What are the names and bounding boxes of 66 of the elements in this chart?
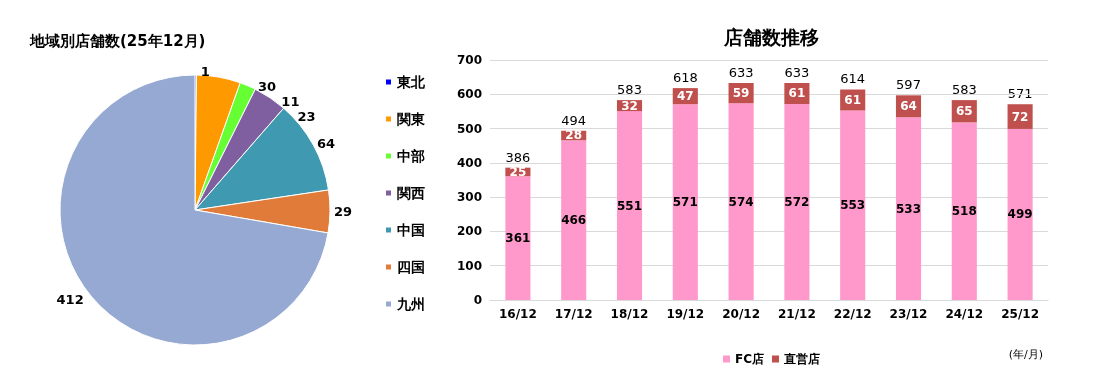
total-label: 494 xyxy=(561,112,587,128)
x-tick-label: 22/12 xyxy=(833,307,872,321)
y-tick-label: 500 xyxy=(456,121,482,136)
data-label: 61 xyxy=(788,86,806,101)
data-label: 30 xyxy=(258,78,277,94)
data-label: 553 xyxy=(840,198,866,213)
chart-title: 地域別店舗数(25年12月) xyxy=(29,31,206,50)
data-label: 499 xyxy=(1007,207,1033,222)
data-label: 551 xyxy=(616,198,643,213)
data-label: 47 xyxy=(676,89,694,104)
data-label: 361 xyxy=(505,231,531,246)
data-label: 574 xyxy=(728,194,754,209)
y-tick-label: 0 xyxy=(473,293,482,307)
chart-title: 店舗数推移 xyxy=(723,25,819,48)
legend-label: 関東 xyxy=(397,111,426,127)
data-label: 61 xyxy=(844,92,862,107)
total-label: 633 xyxy=(784,64,810,80)
data-label: 1 xyxy=(200,63,210,79)
data-label: 72 xyxy=(1011,109,1029,124)
data-label: 64 xyxy=(316,135,336,151)
total-label: 618 xyxy=(672,70,698,86)
total-label: 597 xyxy=(896,77,921,93)
x-tick-label: 17/12 xyxy=(554,307,593,321)
text: (年/月) xyxy=(1008,348,1044,361)
total-label: 386 xyxy=(505,149,531,165)
legend-label: 関西 xyxy=(397,185,425,201)
y-tick-label: 600 xyxy=(456,87,482,102)
data-label: 412 xyxy=(56,292,84,308)
total-label: 633 xyxy=(728,64,754,80)
legend-label: 中国 xyxy=(397,222,425,238)
legend-label: 四国 xyxy=(397,259,425,275)
data-label: 518 xyxy=(951,204,977,219)
x-tick-label: 21/12 xyxy=(778,307,816,321)
total-label: 583 xyxy=(617,82,642,98)
legend-label: 直営店 xyxy=(783,352,820,366)
x-tick-label: 23/12 xyxy=(889,307,928,321)
total-label: 583 xyxy=(951,82,977,98)
data-label: 11 xyxy=(281,93,300,109)
y-tick-label: 300 xyxy=(456,190,482,205)
x-tick-label: 20/12 xyxy=(722,307,760,321)
legend-label: 九州 xyxy=(396,296,425,312)
data-label: 65 xyxy=(955,104,973,119)
data-label: 466 xyxy=(561,213,587,228)
x-tick-label: 25/12 xyxy=(1001,307,1039,321)
legend-label: FC店 xyxy=(735,352,765,366)
y-tick-label: 700 xyxy=(456,53,482,67)
data-label: 59 xyxy=(732,86,750,101)
y-tick-label: 100 xyxy=(456,258,482,273)
data-label: 32 xyxy=(621,98,638,113)
data-label: 29 xyxy=(333,204,353,220)
x-tick-label: 18/12 xyxy=(610,307,649,321)
x-tick-label: 16/12 xyxy=(499,307,537,321)
legend-label: 中部 xyxy=(397,148,425,164)
data-label: 533 xyxy=(895,201,922,216)
data-label: 64 xyxy=(900,99,917,114)
data-label: 571 xyxy=(672,195,698,210)
x-tick-label: 24/12 xyxy=(945,307,984,321)
data-label: 572 xyxy=(784,194,810,209)
data-label: 23 xyxy=(297,108,316,124)
data-label: 25 xyxy=(509,164,527,179)
x-tick-label: 19/12 xyxy=(666,307,705,321)
y-tick-label: 200 xyxy=(456,224,482,239)
total-label: 614 xyxy=(840,71,866,87)
data-label: 28 xyxy=(565,128,583,143)
y-tick-label: 400 xyxy=(456,155,482,170)
legend-label: 東北 xyxy=(396,74,426,90)
